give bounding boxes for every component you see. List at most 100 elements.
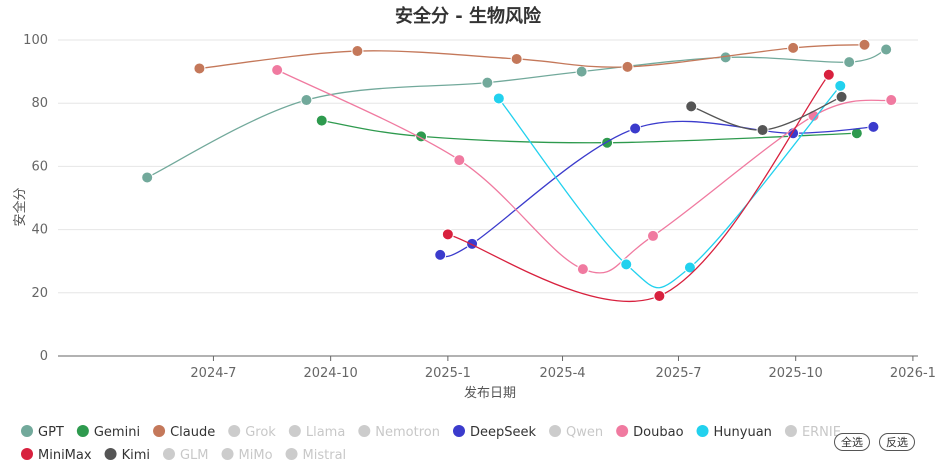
data-point-doubao[interactable] xyxy=(453,154,466,167)
x-axis-label: 发布日期 xyxy=(464,385,516,401)
series-line-claude xyxy=(199,44,865,70)
series-gemini xyxy=(315,114,863,149)
legend-item-glm[interactable]: GLM xyxy=(162,448,209,463)
legend-label-mimo: MiMo xyxy=(239,448,273,463)
x-tick-label: 2025-10 xyxy=(769,366,823,381)
legend-item-kimi[interactable]: Kimi xyxy=(104,448,150,463)
legend-item-grok[interactable]: Grok xyxy=(228,425,276,440)
legend-item-gpt[interactable]: GPT xyxy=(21,425,64,440)
legend-item-llama[interactable]: Llama xyxy=(288,425,345,440)
data-point-claude[interactable] xyxy=(787,41,800,54)
data-point-claude[interactable] xyxy=(193,62,206,75)
y-tick-label: 0 xyxy=(40,349,48,364)
series-line-gemini xyxy=(321,119,857,144)
legend-label-qwen: Qwen xyxy=(566,425,603,440)
data-point-gemini[interactable] xyxy=(315,114,328,127)
data-point-claude[interactable] xyxy=(510,52,523,65)
legend-item-doubao[interactable]: Doubao xyxy=(616,425,684,440)
legend-marker-mistral xyxy=(285,448,298,460)
data-point-gpt[interactable] xyxy=(880,43,893,56)
series-layer xyxy=(141,38,898,303)
data-point-hunyuan[interactable] xyxy=(834,79,847,92)
legend-item-hunyuan[interactable]: Hunyuan xyxy=(696,425,772,440)
data-point-deepseek[interactable] xyxy=(434,248,447,261)
data-point-gpt[interactable] xyxy=(575,65,588,78)
data-point-gemini[interactable] xyxy=(850,127,863,140)
data-point-deepseek[interactable] xyxy=(629,122,642,135)
legend-item-ernie[interactable]: ERNIE xyxy=(784,425,841,440)
legend-marker-nemotron xyxy=(358,425,371,437)
x-tick-label: 2025-7 xyxy=(655,366,701,381)
legend-marker-claude xyxy=(153,425,166,437)
legend-label-gpt: GPT xyxy=(38,425,64,440)
legend-marker-deepseek xyxy=(453,425,465,437)
data-point-kimi[interactable] xyxy=(835,90,848,103)
series-line-gpt xyxy=(146,48,887,179)
data-point-kimi[interactable] xyxy=(685,100,698,113)
data-point-doubao[interactable] xyxy=(271,64,284,77)
legend-marker-glm xyxy=(162,448,175,460)
grid xyxy=(58,39,918,357)
series-minimax xyxy=(441,68,835,303)
data-point-claude[interactable] xyxy=(351,45,364,58)
data-point-hunyuan[interactable] xyxy=(620,258,633,271)
legend-item-mimo[interactable]: MiMo xyxy=(221,448,273,463)
legend-label-grok: Grok xyxy=(245,425,276,440)
series-line-minimax xyxy=(447,74,830,303)
data-point-hunyuan[interactable] xyxy=(492,92,505,105)
data-point-claude[interactable] xyxy=(621,60,634,73)
legend-label-llama: Llama xyxy=(306,425,345,440)
data-point-gpt[interactable] xyxy=(843,56,856,69)
series-hunyuan xyxy=(492,79,847,289)
series-doubao xyxy=(271,64,898,276)
legend-label-deepseek: DeepSeek xyxy=(470,425,537,440)
legend-marker-grok xyxy=(228,425,241,437)
legend-label-minimax: MiniMax xyxy=(38,448,92,463)
legend-label-mistral: Mistral xyxy=(303,448,347,463)
data-point-doubao[interactable] xyxy=(646,229,659,242)
legend-label-hunyuan: Hunyuan xyxy=(714,425,772,440)
legend-marker-minimax xyxy=(21,448,33,460)
data-point-minimax[interactable] xyxy=(653,289,666,302)
x-tick-label: 2024-7 xyxy=(190,366,236,381)
x-tick-label: 2026-1 xyxy=(890,366,936,381)
select-all-button[interactable]: 全选 xyxy=(834,433,870,451)
data-point-gpt[interactable] xyxy=(481,76,494,89)
legend-marker-kimi xyxy=(104,448,117,460)
legend-label-gemini: Gemini xyxy=(94,425,140,440)
data-point-deepseek[interactable] xyxy=(466,237,479,250)
data-point-hunyuan[interactable] xyxy=(683,261,696,274)
series-gpt xyxy=(141,43,893,184)
legend-label-nemotron: Nemotron xyxy=(375,425,440,440)
legend-label-doubao: Doubao xyxy=(633,425,683,440)
data-point-minimax[interactable] xyxy=(822,68,835,81)
data-point-doubao[interactable] xyxy=(576,263,589,276)
legend-item-minimax[interactable]: MiniMax xyxy=(21,448,92,463)
x-tick-label: 2025-1 xyxy=(425,366,471,381)
legend-item-nemotron[interactable]: Nemotron xyxy=(358,425,440,440)
y-tick-label: 40 xyxy=(31,223,48,238)
data-point-deepseek[interactable] xyxy=(867,120,880,133)
x-tick-label: 2024-10 xyxy=(303,366,357,381)
legend-item-mistral[interactable]: Mistral xyxy=(285,448,347,463)
legend-label-claude: Claude xyxy=(170,425,215,440)
data-point-minimax[interactable] xyxy=(441,228,454,241)
legend-item-qwen[interactable]: Qwen xyxy=(549,425,603,440)
legend-marker-qwen xyxy=(549,425,562,437)
legend-item-gemini[interactable]: Gemini xyxy=(76,425,140,440)
data-point-claude[interactable] xyxy=(858,38,871,51)
legend-label-kimi: Kimi xyxy=(122,448,150,463)
data-point-kimi[interactable] xyxy=(756,124,769,137)
chart-title: 安全分 - 生物风险 xyxy=(395,5,542,27)
legend-item-deepseek[interactable]: DeepSeek xyxy=(453,425,537,440)
data-point-gpt[interactable] xyxy=(300,94,313,107)
y-tick-label: 20 xyxy=(31,286,48,301)
invert-selection-button[interactable]: 反选 xyxy=(879,433,915,451)
data-point-doubao[interactable] xyxy=(885,94,898,107)
series-kimi xyxy=(685,90,848,137)
legend-item-claude[interactable]: Claude xyxy=(153,425,215,440)
data-point-gpt[interactable] xyxy=(141,171,154,184)
y-tick-label: 80 xyxy=(31,96,48,111)
legend-marker-doubao xyxy=(616,425,629,437)
